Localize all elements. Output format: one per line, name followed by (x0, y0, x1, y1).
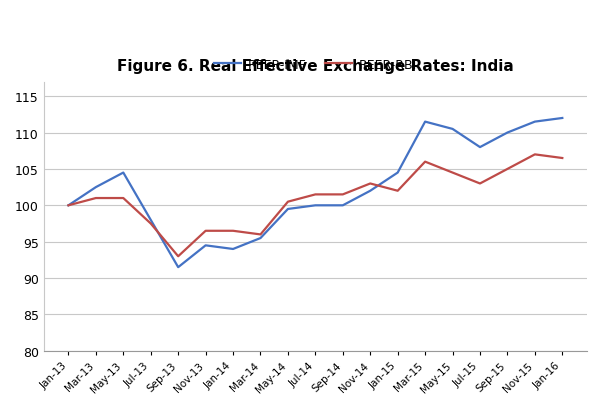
REER-IMF (504, 131, 511, 136)
REER-IMF (284, 207, 291, 212)
REER-IMF (421, 120, 429, 125)
REER-IMF (229, 247, 237, 252)
REER-IMF (476, 145, 483, 150)
REER-RBI (504, 167, 511, 172)
REER-RBI (531, 153, 538, 157)
Title: Figure 6. Real Effective Exchange Rates: India: Figure 6. Real Effective Exchange Rates:… (117, 59, 514, 74)
REER-RBI (312, 193, 319, 198)
Line: REER-IMF: REER-IMF (69, 119, 562, 267)
REER-RBI (229, 229, 237, 234)
REER-RBI (65, 203, 72, 208)
REER-IMF (394, 171, 402, 175)
REER-IMF (120, 171, 127, 175)
REER-RBI (394, 189, 402, 194)
REER-IMF (147, 218, 154, 223)
REER-IMF (367, 189, 374, 194)
REER-RBI (367, 182, 374, 187)
REER-IMF (175, 265, 182, 270)
REER-IMF (312, 203, 319, 208)
REER-RBI (120, 196, 127, 201)
REER-RBI (559, 156, 566, 161)
REER-IMF (202, 243, 209, 248)
REER-IMF (65, 203, 72, 208)
REER-RBI (147, 222, 154, 227)
REER-RBI (257, 232, 264, 237)
Legend: REER-IMF, REER-RBI: REER-IMF, REER-RBI (209, 54, 422, 76)
REER-RBI (339, 193, 346, 198)
REER-RBI (421, 160, 429, 165)
REER-IMF (559, 116, 566, 121)
REER-RBI (449, 171, 456, 175)
REER-IMF (92, 185, 99, 190)
Line: REER-RBI: REER-RBI (69, 155, 562, 256)
REER-IMF (531, 120, 538, 125)
REER-RBI (92, 196, 99, 201)
REER-IMF (257, 236, 264, 241)
REER-IMF (449, 127, 456, 132)
REER-RBI (476, 182, 483, 187)
REER-RBI (284, 200, 291, 204)
REER-RBI (202, 229, 209, 234)
REER-IMF (339, 203, 346, 208)
REER-RBI (175, 254, 182, 259)
